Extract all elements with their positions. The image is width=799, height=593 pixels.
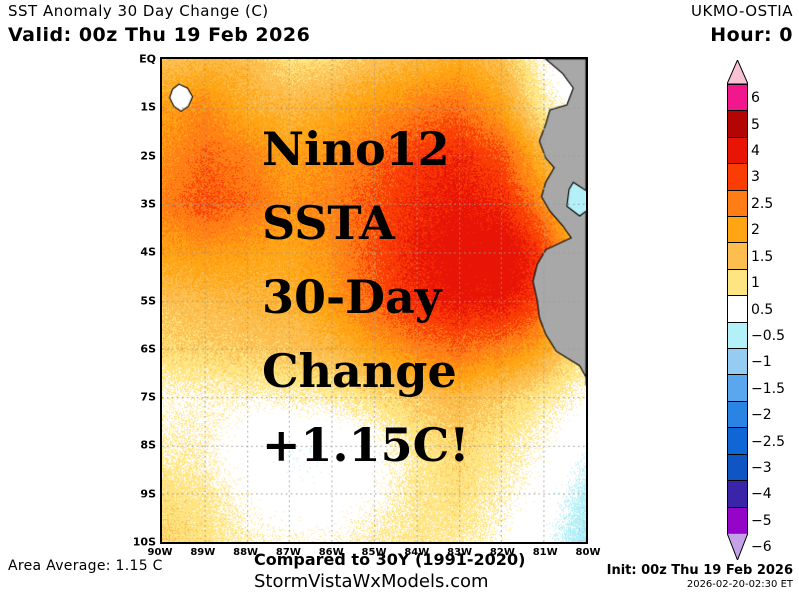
- colorbar-band-2: [728, 137, 747, 165]
- latitude-tick-4S: 4S: [140, 245, 156, 259]
- longitude-tick-85W: 85W: [361, 547, 387, 558]
- latitude-tick-7S: 7S: [140, 390, 156, 404]
- area-average-label: Area Average: 1.15 C: [8, 558, 163, 574]
- latitude-tick-1S: 1S: [140, 100, 156, 114]
- colorbar-band-3: [728, 164, 747, 191]
- longitude-tick-80W: 80W: [575, 547, 601, 558]
- colorbar-tick--6: −6: [751, 539, 772, 556]
- colorbar-band-16: [728, 507, 747, 534]
- colorbar-band-0: [728, 85, 747, 112]
- colorbar-band-15: [728, 481, 747, 508]
- site-watermark: StormVistaWxModels.com: [254, 571, 489, 592]
- colorbar-tick-5: 5: [751, 116, 760, 133]
- latitude-tick-2S: 2S: [140, 149, 156, 163]
- latitude-tick-5S: 5S: [140, 294, 156, 307]
- longitude-tick-89W: 89W: [190, 547, 216, 558]
- colorbar-band-8: [728, 296, 747, 323]
- model-name-label: UKMO-OSTIA: [691, 2, 793, 20]
- colorbar-band-5: [728, 217, 747, 244]
- latitude-axis: EQ 1S 2S 3S 4S 5S 6S 7S 8S 9S 10S: [118, 53, 156, 549]
- colorbar-tick-2.5: 2.5: [751, 195, 774, 212]
- colorbar-band-10: [728, 349, 747, 376]
- page-title: SST Anomaly 30 Day Change (C): [8, 2, 269, 20]
- colorbar-tick-1.5: 1.5: [751, 248, 774, 265]
- colorbar-tick-6: 6: [751, 90, 760, 107]
- colorbar-band-1: [728, 111, 747, 138]
- colorbar: [727, 60, 748, 560]
- colorbar-band-11: [728, 375, 747, 402]
- colorbar-tick--1: −1: [751, 354, 772, 371]
- map-frame: [160, 57, 588, 544]
- forecast-hour-label: Hour: 0: [710, 24, 793, 46]
- longitude-tick-83W: 83W: [447, 547, 473, 558]
- longitude-tick-84W: 84W: [404, 547, 430, 558]
- colorbar-tick--2: −2: [751, 407, 772, 424]
- colorbar-band-4: [728, 190, 747, 218]
- latitude-tick-8S: 8S: [140, 438, 156, 452]
- latitude-tick-10S: 10S: [132, 535, 156, 549]
- colorbar-tick-labels: 6 5 4 3 2.5 2 1.5 1 0.5 −0.5 −1 −1.5 −2 −2.5 −3 −4 −5 −6: [748, 60, 796, 560]
- colorbar-tick--3: −3: [751, 459, 772, 476]
- colorbar-tick--0.5: −0.5: [751, 327, 785, 344]
- latitude-tick-6S: 6S: [140, 342, 156, 356]
- colorbar-over-arrow-icon: [727, 60, 748, 84]
- generated-timestamp-label: 2026-02-20-02:30 ET: [686, 579, 793, 590]
- colorbar-under-arrow-icon: [727, 533, 748, 560]
- colorbar-tick--4: −4: [751, 486, 772, 503]
- sst-anomaly-map[interactable]: [160, 57, 588, 544]
- colorbar-tick-3: 3: [751, 169, 760, 186]
- colorbar-tick-1: 1: [751, 275, 760, 292]
- latitude-tick-9S: 9S: [140, 487, 156, 501]
- valid-time-label: Valid: 00z Thu 19 Feb 2026: [8, 24, 311, 46]
- colorbar-band-14: [728, 454, 747, 482]
- colorbar-bands: [727, 84, 748, 534]
- latitude-tick-3S: 3S: [140, 197, 156, 211]
- latitude-tick-EQ: EQ: [139, 52, 156, 66]
- colorbar-tick-2: 2: [751, 222, 760, 239]
- colorbar-tick-0.5: 0.5: [751, 301, 774, 318]
- sst-anomaly-heatmap-canvas: [162, 59, 586, 542]
- longitude-tick-81W: 81W: [532, 547, 558, 558]
- colorbar-band-9: [728, 322, 747, 350]
- longitude-tick-88W: 88W: [233, 547, 259, 558]
- init-time-label: Init: 00z Thu 19 Feb 2026: [606, 563, 793, 578]
- colorbar-tick--2.5: −2.5: [751, 433, 785, 450]
- longitude-axis: 90W 89W 88W 87W 86W 85W 84W 83W 82W 81W 80W: [148, 547, 601, 561]
- colorbar-band-13: [728, 428, 747, 455]
- climatology-label: Compared to 30Y (1991-2020): [254, 550, 526, 569]
- colorbar-tick--5: −5: [751, 512, 772, 529]
- longitude-tick-82W: 82W: [489, 547, 515, 558]
- colorbar-band-12: [728, 401, 747, 429]
- colorbar-tick-4: 4: [751, 143, 760, 160]
- longitude-tick-87W: 87W: [275, 547, 301, 558]
- colorbar-tick--1.5: −1.5: [751, 380, 785, 397]
- colorbar-band-7: [728, 269, 747, 297]
- longitude-tick-90W: 90W: [147, 547, 173, 558]
- longitude-tick-86W: 86W: [318, 547, 344, 558]
- colorbar-band-6: [728, 243, 747, 270]
